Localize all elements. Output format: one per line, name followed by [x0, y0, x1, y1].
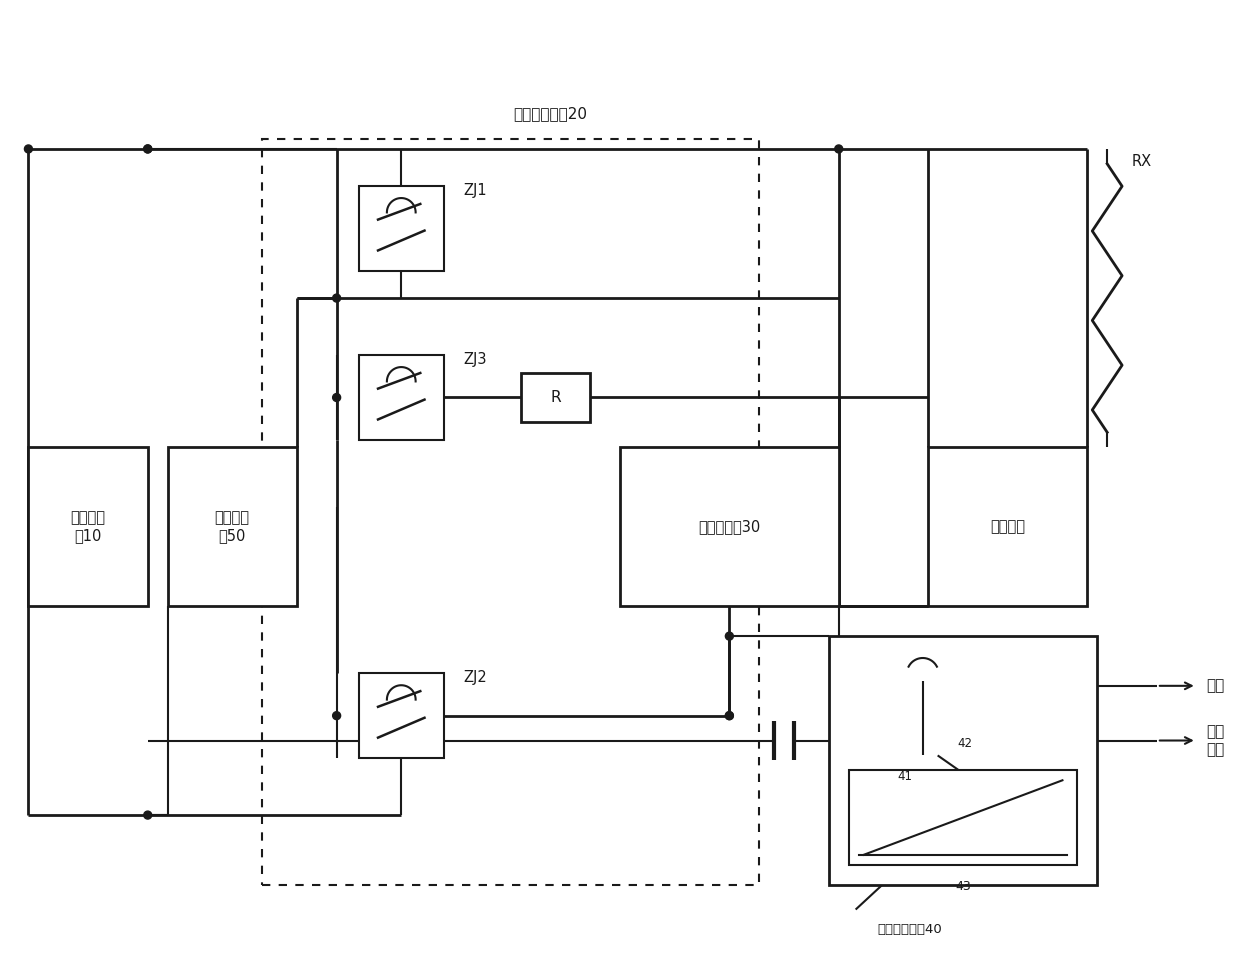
- Circle shape: [332, 294, 341, 302]
- Bar: [262, 139, 759, 885]
- Bar: [29, 447, 148, 606]
- Circle shape: [144, 145, 151, 153]
- Bar: [167, 447, 296, 606]
- Circle shape: [25, 145, 32, 153]
- Text: 43: 43: [955, 880, 971, 893]
- Text: ZJ1: ZJ1: [464, 183, 487, 198]
- Bar: [828, 636, 1097, 885]
- Circle shape: [725, 712, 733, 719]
- Text: ZJ3: ZJ3: [464, 352, 487, 367]
- Bar: [521, 372, 590, 423]
- Text: 延时断电模块40: 延时断电模块40: [877, 923, 941, 936]
- Circle shape: [725, 632, 733, 640]
- Text: R: R: [551, 390, 560, 405]
- Bar: [360, 355, 444, 440]
- Circle shape: [144, 811, 151, 819]
- Text: 41: 41: [898, 771, 913, 783]
- Bar: [360, 187, 444, 271]
- Text: 整车控制
器50: 整车控制 器50: [215, 511, 249, 542]
- Bar: [620, 447, 838, 606]
- Text: 常电: 常电: [1207, 678, 1225, 693]
- Text: 高压控制开关20: 高压控制开关20: [513, 106, 588, 122]
- Circle shape: [835, 145, 843, 153]
- Circle shape: [332, 394, 341, 401]
- Text: 钥匙
信号: 钥匙 信号: [1207, 724, 1225, 757]
- Bar: [360, 673, 444, 758]
- Text: 高压负载: 高压负载: [991, 519, 1025, 534]
- Bar: [848, 771, 1078, 864]
- Text: ZJ2: ZJ2: [464, 670, 487, 686]
- Text: 电池管理器30: 电池管理器30: [698, 519, 760, 534]
- Circle shape: [332, 712, 341, 719]
- Bar: [929, 447, 1087, 606]
- Circle shape: [144, 145, 151, 153]
- Text: 42: 42: [957, 738, 972, 750]
- Circle shape: [725, 712, 733, 719]
- Text: 动力电池
包10: 动力电池 包10: [71, 511, 105, 542]
- Text: RX: RX: [1132, 154, 1152, 169]
